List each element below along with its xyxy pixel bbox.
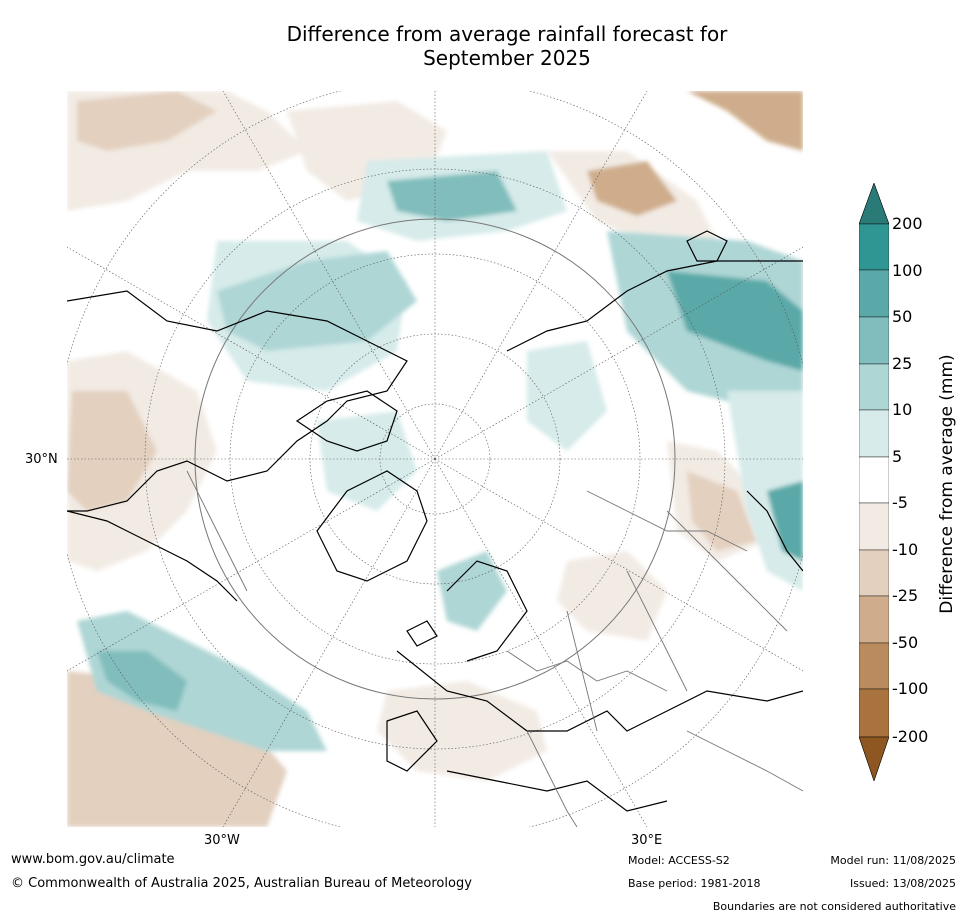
forecast-map xyxy=(67,91,803,827)
border-5 xyxy=(586,490,748,552)
coastlines xyxy=(67,230,803,812)
copyright-text: © Commonwealth of Australia 2025, Austra… xyxy=(11,876,472,891)
colorbar-tick-m10: -10 xyxy=(892,540,919,559)
chart-title: Difference from average rainfall forecas… xyxy=(207,22,807,70)
colorbar-tick-100: 100 xyxy=(892,261,923,280)
disclaimer-text: Boundaries are not considered authoritat… xyxy=(712,900,956,913)
colorbar-tick-m100: -100 xyxy=(892,679,929,698)
dry-region-south xyxy=(377,681,547,781)
meridian-150w xyxy=(222,91,436,460)
colorbar xyxy=(859,183,889,781)
border-6 xyxy=(526,730,578,827)
meridian-120w xyxy=(67,246,436,460)
title-line-1: Difference from average rainfall forecas… xyxy=(286,22,728,46)
colorbar-title: Difference from average (mm) xyxy=(937,354,957,614)
coast-europe xyxy=(396,650,803,732)
colorbar-tick-200: 200 xyxy=(892,214,923,233)
wet-region-far-east xyxy=(767,481,803,561)
coast-mediterranean xyxy=(446,770,668,812)
coast-scandinavia xyxy=(446,560,528,662)
model-text: Model: ACCESS-S2 xyxy=(628,854,730,867)
lon-label-30w: 30°W xyxy=(204,833,240,848)
colorbar-band-m10-m25 xyxy=(859,549,889,597)
border-3 xyxy=(626,570,688,692)
country-borders xyxy=(186,470,803,827)
colorbar-band-m50-m100 xyxy=(859,642,889,690)
dry-region-central-europe xyxy=(557,551,667,641)
map-svg xyxy=(67,91,803,827)
title-line-2: September 2025 xyxy=(423,46,591,70)
coast-iberia xyxy=(386,710,438,772)
colorbar-band-5-10 xyxy=(859,409,889,458)
wet-region-north-pacific-band xyxy=(217,251,417,351)
colorbar-tick-m50: -50 xyxy=(892,633,919,652)
coast-siberia xyxy=(506,260,803,352)
equator-circle xyxy=(194,218,676,700)
meridian-30e xyxy=(434,458,648,827)
issued-text: Issued: 13/08/2025 xyxy=(849,877,956,890)
parallel-60 xyxy=(229,253,641,665)
website-link[interactable]: www.bom.gov.au/climate xyxy=(11,852,175,867)
coast-iceland xyxy=(406,620,438,647)
colorbar-tick-10: 10 xyxy=(892,400,913,419)
coast-east-asia xyxy=(746,490,803,572)
colorbar-band-m25-m50 xyxy=(859,595,889,644)
colorbar-band-m5-m10 xyxy=(859,502,889,551)
colorbar-band-25-50 xyxy=(859,316,889,365)
coast-alaska xyxy=(67,510,238,602)
colorbar-tick-m5: -5 xyxy=(892,493,908,512)
meridian-60w xyxy=(67,458,436,672)
coast-greenland xyxy=(316,470,428,582)
lon-label-30e: 30°E xyxy=(631,833,663,848)
dry-anomaly-regions xyxy=(67,91,803,827)
lat-label-30n: 30°N xyxy=(25,452,58,467)
colorbar-band-10-25 xyxy=(859,363,889,411)
colorbar-band-100-200 xyxy=(859,223,889,271)
colorbar-band-neutral xyxy=(859,456,889,504)
border-2 xyxy=(566,610,598,732)
wet-region-scandinavia xyxy=(437,551,507,631)
dry-region-north-atlantic-core xyxy=(587,161,677,216)
wet-region-pacific-sw xyxy=(77,611,327,751)
graticule xyxy=(67,91,803,827)
colorbar-tick-25: 25 xyxy=(892,354,913,373)
meridian-30w xyxy=(222,458,436,827)
model-run-text: Model run: 11/08/2025 xyxy=(830,854,956,867)
meridian-150e xyxy=(434,91,648,460)
wet-region-north-top-core xyxy=(387,171,517,221)
wet-region-pacific-sw-core xyxy=(97,651,187,711)
wet-region-central-asia xyxy=(527,341,607,451)
meridian-120e xyxy=(434,246,803,460)
colorbar-tick-m25: -25 xyxy=(892,586,919,605)
base-period-text: Base period: 1981-2018 xyxy=(628,877,761,890)
colorbar-tick-m200: -200 xyxy=(892,727,929,746)
dry-region-top-right xyxy=(687,91,803,151)
border-7 xyxy=(686,730,803,792)
coast-arctic-canada xyxy=(295,390,398,452)
dry-region-nw-pacific-core xyxy=(77,91,217,151)
colorbar-tick-5: 5 xyxy=(892,447,903,466)
coast-japan xyxy=(686,230,728,262)
border-8 xyxy=(186,470,248,592)
colorbar-tick-50: 50 xyxy=(892,307,913,326)
meridian-60e xyxy=(434,458,803,672)
border-1 xyxy=(506,650,668,692)
colorbar-band-m100-m200 xyxy=(859,688,889,738)
colorbar-under-triangle xyxy=(859,736,889,781)
dry-region-west-core xyxy=(67,391,157,511)
colorbar-over-triangle xyxy=(859,183,889,225)
wet-region-greenland xyxy=(317,411,417,511)
wet-region-siberia-core xyxy=(667,271,803,371)
colorbar-band-50-100 xyxy=(859,269,889,318)
coast-north-america xyxy=(67,290,408,512)
